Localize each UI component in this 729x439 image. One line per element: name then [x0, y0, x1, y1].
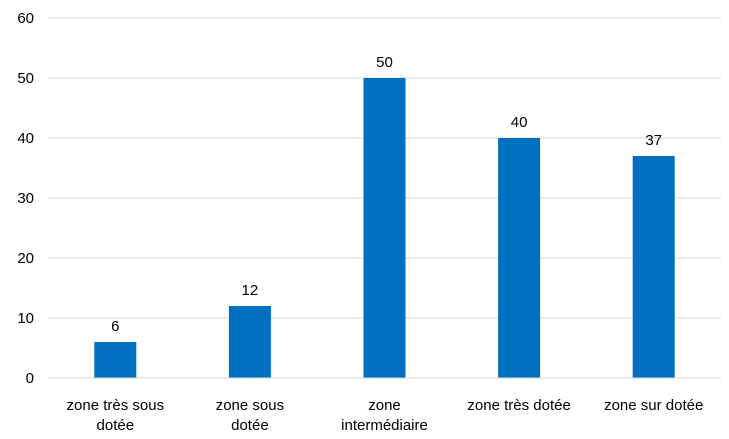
y-tick-label: 10 — [17, 310, 34, 327]
bar — [363, 78, 406, 378]
data-label: 37 — [645, 132, 662, 149]
category-labels: zone très sous dotée zone sous dotée zone int… — [67, 397, 704, 434]
y-axis-tick-labels: 0 10 20 30 40 50 60 — [17, 10, 34, 387]
category-label: zone très sous — [67, 397, 165, 414]
category-label: zone sur dotée — [604, 397, 703, 414]
bar — [228, 306, 271, 378]
category-label: zone — [368, 397, 401, 414]
data-labels: 6 12 50 40 37 — [111, 54, 662, 335]
y-tick-label: 40 — [17, 130, 34, 147]
category-label: dotée — [97, 417, 135, 434]
y-tick-label: 0 — [26, 370, 34, 387]
bar — [498, 138, 541, 378]
bar — [94, 342, 137, 378]
bars — [94, 78, 675, 378]
category-label: intermédiaire — [341, 417, 428, 434]
bar — [632, 156, 675, 378]
data-label: 12 — [242, 282, 259, 299]
data-label: 50 — [376, 54, 393, 71]
category-label: zone très dotée — [467, 397, 570, 414]
y-tick-label: 60 — [17, 10, 34, 27]
category-label: zone sous — [216, 397, 284, 414]
y-tick-label: 20 — [17, 250, 34, 267]
data-label: 40 — [511, 114, 528, 131]
data-label: 6 — [111, 318, 119, 335]
y-tick-label: 30 — [17, 190, 34, 207]
y-tick-label: 50 — [17, 70, 34, 87]
category-label: dotée — [231, 417, 269, 434]
